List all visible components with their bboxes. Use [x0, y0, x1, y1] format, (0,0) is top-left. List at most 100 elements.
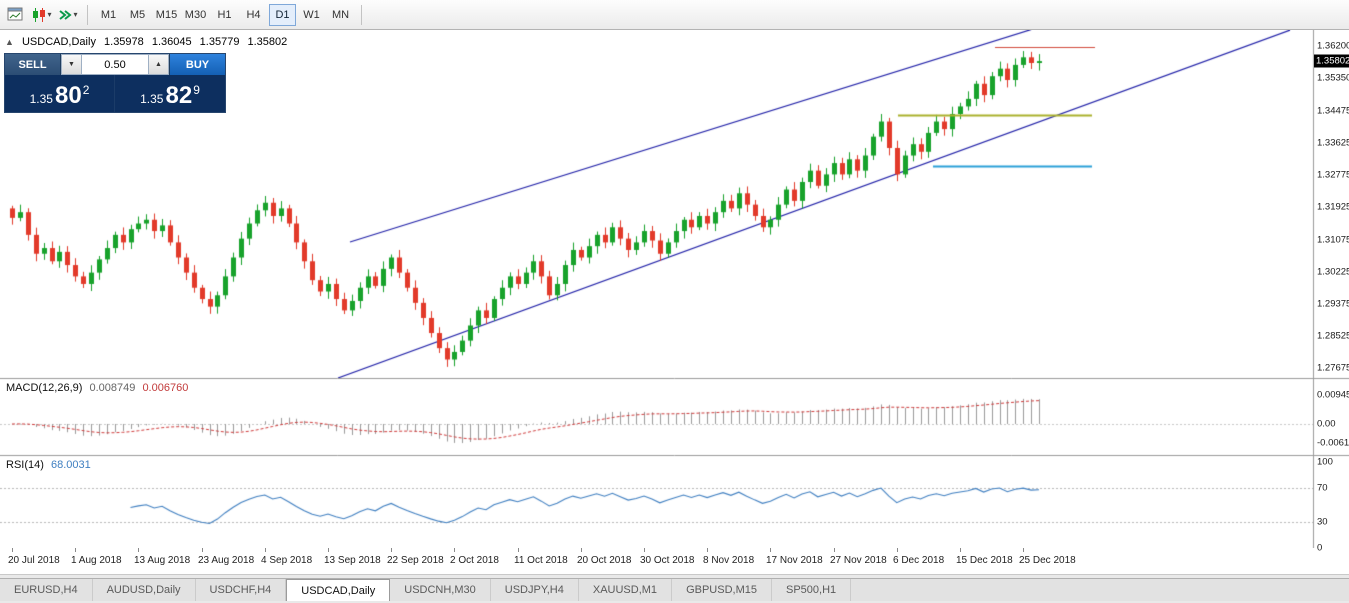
price-axis-label: 1.31925 [1317, 201, 1349, 213]
rsi-axis-label: 70 [1317, 482, 1328, 494]
timeframe-button-m30[interactable]: M30 [184, 8, 207, 21]
chart-symbol-label: USDCAD,Daily [21, 36, 96, 48]
sell-price-big: 80 [54, 82, 82, 110]
volume-decrease-button[interactable]: ▼ [61, 54, 82, 75]
date-axis-label: 6 Dec 2018 [893, 555, 945, 566]
date-axis-label: 30 Oct 2018 [640, 555, 695, 566]
date-axis[interactable]: 20 Jul 2018 1 Aug 2018 13 Aug 2018 23 Aug 2… [0, 548, 1349, 575]
chart-tab-usdchf-h4[interactable]: USDCHF,H4 [196, 579, 287, 601]
date-axis-tick [644, 548, 645, 552]
price-axis-label: 1.34475 [1317, 105, 1349, 117]
date-axis-label: 2 Oct 2018 [450, 555, 499, 566]
buy-price-base: 1.35 [140, 92, 164, 106]
chart-tab-bar: EURUSD,H4 AUDUSD,Daily USDCHF,H4 USDCAD,Dai… [0, 578, 1349, 601]
date-axis-tick [75, 548, 76, 552]
ohlc-open: 1.35978 [104, 36, 144, 48]
timeframe-button-w1[interactable]: W1 [303, 8, 320, 21]
date-axis-label: 15 Dec 2018 [956, 555, 1013, 566]
price-chart-canvas[interactable] [0, 30, 1349, 548]
date-axis-tick [897, 548, 898, 552]
macd-axis-label: -0.006169 [1317, 437, 1349, 449]
rsi-axis-label: 30 [1317, 516, 1328, 528]
date-axis-label: 13 Aug 2018 [134, 555, 191, 566]
chart-type-candlestick-icon[interactable]: ▾ [30, 4, 54, 26]
buy-price-display[interactable]: 1.35 82 9 [115, 75, 225, 112]
chart-tab-usdcad-daily[interactable]: USDCAD,Daily [286, 579, 391, 601]
date-axis-tick [581, 548, 582, 552]
chart-tab-usdcnh-m30[interactable]: USDCNH,M30 [390, 579, 491, 601]
date-axis-label: 22 Sep 2018 [387, 555, 444, 566]
new-chart-icon[interactable] [4, 4, 28, 26]
date-axis-label: 1 Aug 2018 [71, 555, 122, 566]
date-axis-tick [138, 548, 139, 552]
date-axis-label: 4 Sep 2018 [261, 555, 313, 566]
date-axis-label: 8 Nov 2018 [703, 555, 755, 566]
sell-price-pip: 2 [82, 83, 90, 97]
sell-button[interactable]: SELL [5, 54, 61, 75]
chart-shift-icon[interactable]: ▾ [56, 4, 80, 26]
date-axis-label: 17 Nov 2018 [766, 555, 823, 566]
chart-toolbar: ▾ ▾ M1 M5 M15 M30 H1 H4 D1 W1 MN [0, 0, 1349, 30]
macd-label: MACD(12,26,9) 0.008749 0.006760 [6, 382, 188, 394]
chart-tab-eurusd-h4[interactable]: EURUSD,H4 [0, 579, 93, 601]
price-axis-label: 1.35350 [1317, 72, 1349, 84]
price-axis-label: 1.27675 [1317, 362, 1349, 374]
rsi-value: 68.0031 [50, 459, 91, 471]
timeframe-button-d1[interactable]: D1 [269, 3, 296, 26]
macd-name: MACD(12,26,9) [6, 382, 83, 394]
date-axis-tick [770, 548, 771, 552]
buy-price-big: 82 [165, 82, 193, 110]
date-axis-label: 20 Oct 2018 [577, 555, 632, 566]
date-axis-label: 23 Aug 2018 [198, 555, 255, 566]
current-price-tag: 1.35802 [1314, 54, 1349, 68]
volume-input[interactable]: 0.50 [82, 54, 148, 75]
date-axis-tick [834, 548, 835, 552]
price-axis-label: 1.36200 [1317, 40, 1349, 52]
timeframe-button-h4[interactable]: H4 [246, 8, 261, 21]
date-axis-label: 25 Dec 2018 [1019, 555, 1076, 566]
chart-shift-glyph [59, 9, 73, 20]
timeframe-button-m5[interactable]: M5 [129, 8, 146, 21]
price-axis-label: 1.32775 [1317, 169, 1349, 181]
timeframe-button-h1[interactable]: H1 [217, 8, 232, 21]
chart-tab-usdjpy-h4[interactable]: USDJPY,H4 [491, 579, 579, 601]
candlestick-glyph [33, 7, 46, 22]
chart-tab-audusd-daily[interactable]: AUDUSD,Daily [93, 579, 196, 601]
macd-axis-label: 0.009459 [1317, 389, 1349, 401]
timeframe-button-m15[interactable]: M15 [155, 8, 178, 21]
macd-signal-value: 0.006760 [142, 382, 189, 394]
trade-panel-controls: SELL ▼ 0.50 ▲ BUY [5, 54, 225, 75]
date-axis-tick [391, 548, 392, 552]
date-axis-label: 13 Sep 2018 [324, 555, 381, 566]
buy-button[interactable]: BUY [169, 54, 225, 75]
chart-tab-sp500-h1[interactable]: SP500,H1 [772, 579, 852, 601]
collapse-trade-panel-icon[interactable]: ▲ [5, 37, 14, 47]
ohlc-low: 1.35779 [199, 36, 240, 48]
date-axis-label: 20 Jul 2018 [8, 555, 60, 566]
date-axis-tick [1023, 548, 1024, 552]
timeframe-button-m1[interactable]: M1 [100, 8, 117, 21]
timeframe-button-mn[interactable]: MN [331, 8, 350, 21]
price-axis-label: 1.33625 [1317, 137, 1349, 149]
toolbar-separator [87, 4, 88, 25]
rsi-name: RSI(14) [6, 459, 44, 471]
volume-increase-button[interactable]: ▲ [148, 54, 169, 75]
date-axis-tick [454, 548, 455, 552]
new-chart-icon-glyph [7, 7, 23, 20]
sell-price-base: 1.35 [29, 92, 53, 106]
price-axis-label: 1.31075 [1317, 234, 1349, 246]
chevron-down-icon: ▾ [73, 10, 78, 19]
rsi-label: RSI(14) 68.0031 [6, 459, 91, 471]
rsi-axis-label: 100 [1317, 456, 1333, 468]
toolbar-separator [361, 4, 362, 25]
chart-tab-xauusd-m1[interactable]: XAUUSD,M1 [579, 579, 673, 601]
chart-tab-gbpusd-m15[interactable]: GBPUSD,M15 [672, 579, 772, 601]
timeframe-button-group: M1 M5 M15 M30 H1 H4 D1 W1 MN [94, 3, 355, 26]
date-axis-label: 11 Oct 2018 [514, 555, 568, 566]
date-axis-tick [202, 548, 203, 552]
chevron-down-icon: ▾ [47, 10, 52, 19]
macd-axis-label: 0.00 [1317, 418, 1336, 430]
sell-price-display[interactable]: 1.35 80 2 [5, 75, 115, 112]
date-axis-tick [328, 548, 329, 552]
